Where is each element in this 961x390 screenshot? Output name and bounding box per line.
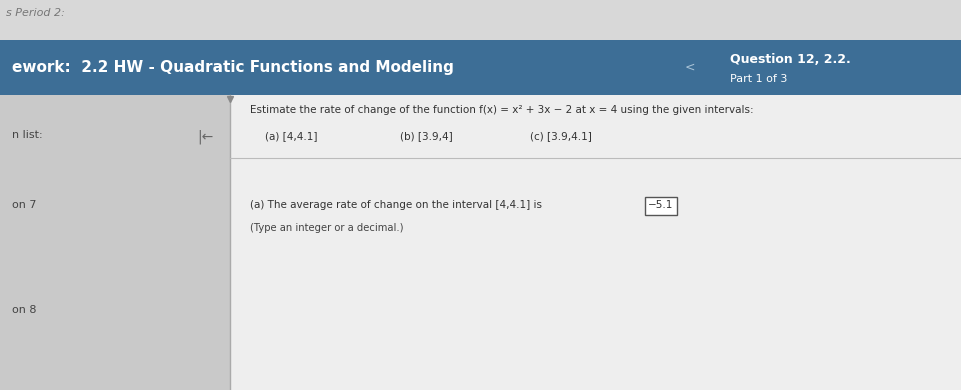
Text: |←: |← xyxy=(197,130,213,144)
Bar xyxy=(0,0,961,40)
Text: (Type an integer or a decimal.): (Type an integer or a decimal.) xyxy=(250,223,403,233)
Text: s Period 2:: s Period 2: xyxy=(6,8,64,18)
Text: <: < xyxy=(684,61,695,74)
Text: (c) [3.9,4.1]: (c) [3.9,4.1] xyxy=(530,131,591,141)
Text: ework:  2.2 HW - Quadratic Functions and Modeling: ework: 2.2 HW - Quadratic Functions and … xyxy=(12,60,454,75)
Text: Estimate the rate of change of the function f(x) = x² + 3x − 2 at x = 4 using th: Estimate the rate of change of the funct… xyxy=(250,105,752,115)
Text: −5.1: −5.1 xyxy=(648,200,673,210)
Text: n list:: n list: xyxy=(12,130,42,140)
Text: (a) The average rate of change on the interval [4,4.1] is: (a) The average rate of change on the in… xyxy=(250,200,541,210)
Bar xyxy=(0,40,961,95)
Text: on 8: on 8 xyxy=(12,305,37,315)
Text: (b) [3.9,4]: (b) [3.9,4] xyxy=(400,131,453,141)
Text: on 7: on 7 xyxy=(12,200,37,210)
Bar xyxy=(230,95,961,390)
Bar xyxy=(644,197,677,215)
Bar xyxy=(0,95,230,390)
Text: (a) [4,4.1]: (a) [4,4.1] xyxy=(264,131,317,141)
Text: Part 1 of 3: Part 1 of 3 xyxy=(729,73,786,83)
Text: Question 12, 2.2.: Question 12, 2.2. xyxy=(729,53,850,66)
